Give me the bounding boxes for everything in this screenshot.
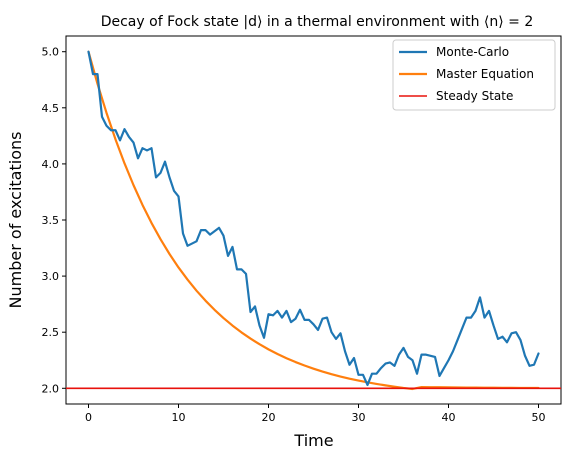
legend-label-monte-carlo: Monte-Carlo (436, 45, 509, 59)
y-axis-label: Number of excitations (6, 132, 25, 309)
legend: Monte-Carlo Master Equation Steady State (392, 39, 556, 111)
y-axis-ticks: 2.0 2.5 3.0 3.5 4.0 4.5 5.0 (42, 46, 66, 395)
chart-title: Decay of Fock state |d⟩ in a thermal env… (101, 14, 534, 30)
y-tick-label: 3.0 (42, 270, 60, 283)
x-axis-label: Time (293, 431, 333, 450)
legend-label-master-equation: Master Equation (436, 67, 534, 81)
y-tick-label: 3.5 (42, 214, 60, 227)
y-tick-label: 2.0 (42, 382, 60, 395)
series-line-monte-carlo (87, 50, 540, 387)
x-axis-ticks: 0 10 20 30 40 50 (85, 404, 546, 424)
x-tick-label: 20 (262, 411, 276, 424)
x-tick-label: 50 (532, 411, 546, 424)
y-tick-label: 4.0 (42, 158, 60, 171)
legend-label-steady-state: Steady State (436, 89, 513, 103)
series-layer (66, 50, 561, 391)
x-tick-label: 30 (352, 411, 366, 424)
x-tick-label: 40 (442, 411, 456, 424)
x-tick-label: 0 (85, 411, 92, 424)
plot-area: 0 10 20 30 40 50 2.0 2.5 3.0 3.5 4.0 4.5 5.0 (42, 35, 562, 424)
y-tick-label: 4.5 (42, 102, 60, 115)
y-tick-label: 5.0 (42, 46, 60, 59)
x-tick-label: 10 (172, 411, 186, 424)
legend-box (392, 39, 556, 111)
y-tick-label: 2.5 (42, 326, 60, 339)
